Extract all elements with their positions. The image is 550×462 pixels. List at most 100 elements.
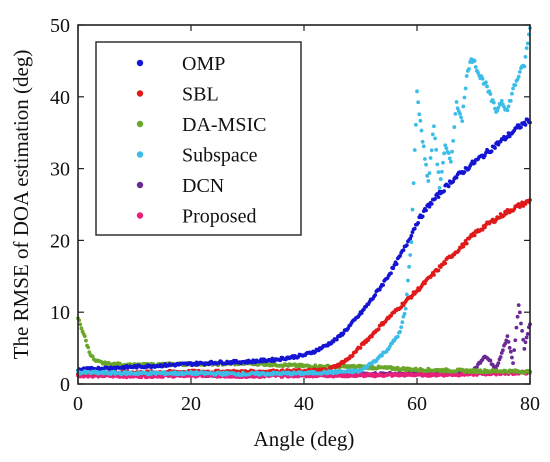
data-point [398, 329, 402, 334]
data-point [480, 227, 485, 232]
data-point [416, 100, 421, 105]
y-axis-label: The RMSE of DOA estimation (deg) [9, 50, 33, 360]
x-tick-label: 60 [407, 393, 427, 415]
data-point [398, 253, 402, 258]
legend-label: Subspace [182, 145, 258, 167]
data-point [480, 76, 485, 81]
data-point [511, 86, 515, 91]
y-tick-label: 30 [50, 159, 70, 181]
data-point [499, 99, 504, 103]
data-point [417, 112, 422, 117]
data-point [520, 328, 524, 333]
legend-label: SBL [182, 84, 219, 106]
data-point [523, 340, 528, 345]
x-axis-ticks: 0 20 40 60 80 [73, 25, 540, 415]
data-point [434, 147, 439, 152]
data-point [429, 201, 434, 206]
data-point [519, 125, 523, 130]
legend-box [95, 41, 302, 236]
data-point [462, 170, 467, 174]
data-point [508, 349, 513, 354]
data-point [395, 334, 400, 339]
data-point [505, 334, 510, 339]
data-point [495, 108, 500, 113]
data-point [79, 326, 84, 331]
series-omp [76, 117, 532, 373]
data-point [502, 104, 506, 109]
data-point [508, 98, 513, 103]
x-tick-label: 0 [73, 393, 83, 415]
data-point [413, 122, 418, 127]
data-point [420, 139, 425, 144]
data-point [485, 84, 489, 89]
data-point [461, 104, 466, 109]
data-point [461, 244, 466, 249]
data-point [491, 100, 496, 105]
data-point [341, 331, 346, 336]
data-point [410, 207, 415, 212]
data-point [515, 314, 520, 319]
data-marks [76, 26, 532, 380]
data-point [437, 185, 442, 190]
data-point [412, 148, 417, 152]
data-point [450, 149, 454, 154]
data-point [425, 173, 430, 178]
data-point [517, 70, 522, 74]
series-subspace [76, 26, 532, 378]
data-point [438, 177, 443, 181]
data-point [524, 46, 529, 51]
legend-label: Proposed [182, 206, 256, 228]
data-point [406, 278, 410, 283]
data-point [436, 170, 441, 174]
data-point [421, 144, 426, 149]
data-point [488, 358, 493, 363]
data-point [462, 95, 467, 100]
legend-label: OMP [182, 53, 225, 75]
data-point [408, 253, 413, 257]
y-tick-label: 50 [50, 15, 70, 37]
data-point [482, 153, 487, 158]
data-point [454, 175, 459, 180]
data-point [521, 337, 526, 342]
data-point [525, 332, 530, 336]
data-point [503, 341, 508, 346]
data-point [510, 355, 514, 360]
data-point [525, 41, 530, 46]
data-point [472, 58, 477, 63]
data-point [441, 160, 445, 165]
data-point [472, 233, 477, 238]
data-point [511, 361, 515, 366]
data-point [427, 204, 432, 209]
x-axis-label: Angle (deg) [254, 427, 355, 451]
legend-marker [136, 151, 144, 158]
data-point [334, 337, 339, 342]
legend-label: DA-MSIC [182, 114, 266, 136]
data-point [432, 272, 436, 277]
data-point [460, 119, 465, 124]
data-point [506, 104, 511, 109]
data-point [522, 64, 527, 69]
data-point [373, 293, 378, 297]
legend-marker [136, 59, 144, 67]
y-tick-label: 0 [60, 374, 70, 396]
data-point [446, 151, 451, 156]
data-point [381, 283, 385, 287]
data-point [447, 156, 452, 161]
data-point [424, 208, 428, 213]
data-point [507, 134, 512, 139]
data-point [443, 261, 448, 266]
x-tick-label: 80 [520, 393, 540, 415]
data-point [436, 268, 441, 273]
data-point [426, 179, 431, 183]
data-point [416, 220, 421, 225]
data-point [401, 248, 406, 253]
data-point [449, 159, 453, 164]
legend-label: DCN [182, 175, 224, 197]
data-point [402, 311, 407, 316]
data-point [488, 92, 493, 96]
data-point [391, 266, 396, 271]
data-point [380, 353, 384, 358]
legend-marker [136, 120, 144, 128]
legend-marker [136, 181, 144, 189]
data-point [415, 89, 419, 94]
